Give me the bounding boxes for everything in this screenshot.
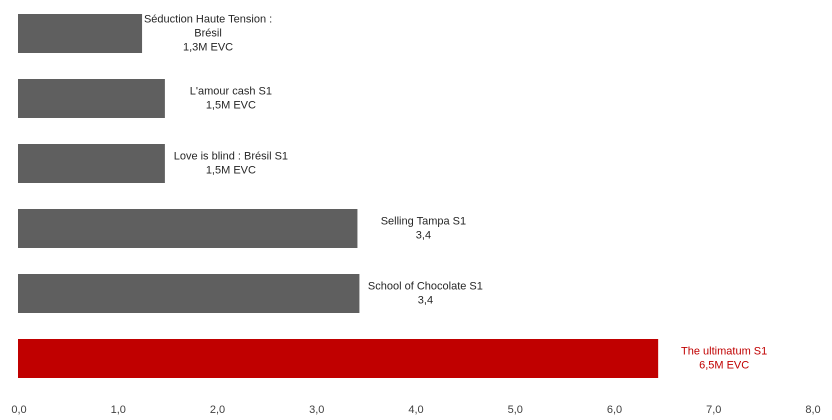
- bar-data-label-line: Selling Tampa S1: [381, 215, 466, 227]
- bar-data-label: Selling Tampa S1 3,4: [381, 215, 466, 241]
- bar-data-label-line: 1,5M EVC: [206, 164, 256, 176]
- bar-data-label-line: 3,4: [418, 294, 433, 306]
- bar: [18, 209, 358, 248]
- bar-labels-layer: Séduction Haute Tension : Brésil 1,3M EVC L…: [144, 13, 767, 371]
- bar-data-label-line: Brésil: [194, 27, 222, 39]
- bar-data-label-line: 1,5M EVC: [206, 99, 256, 111]
- x-tick-label: 4,0: [408, 404, 423, 416]
- x-axis-tick-labels: 0,0 1,0 2,0 3,0 4,0 5,0 6,0 7,0 8,0: [11, 404, 820, 416]
- x-tick-label: 0,0: [11, 404, 26, 416]
- bar-data-label: Love is blind : Brésil S1 1,5M EVC: [174, 150, 288, 176]
- bar-data-label: The ultimatum S1 6,5M EVC: [681, 345, 767, 371]
- bar-data-label: School of Chocolate S1 3,4: [368, 280, 483, 306]
- bar-data-label-line: Séduction Haute Tension :: [144, 13, 272, 25]
- bars-layer: [18, 14, 659, 378]
- bar-data-label-line: 6,5M EVC: [699, 359, 749, 371]
- x-tick-label: 8,0: [805, 404, 820, 416]
- x-tick-label: 1,0: [111, 404, 126, 416]
- bar: [18, 339, 659, 378]
- x-tick-label: 5,0: [508, 404, 523, 416]
- bar-data-label-line: 1,3M EVC: [183, 41, 233, 53]
- bar: [18, 274, 360, 313]
- bar-data-label: Séduction Haute Tension : Brésil 1,3M EVC: [144, 13, 272, 53]
- x-tick-label: 2,0: [210, 404, 225, 416]
- bar: [18, 14, 143, 53]
- bar-data-label-line: The ultimatum S1: [681, 345, 767, 357]
- bar: [18, 144, 165, 183]
- bar-data-label: L'amour cash S1 1,5M EVC: [190, 85, 272, 111]
- x-tick-label: 7,0: [706, 404, 721, 416]
- bar-data-label-line: 3,4: [416, 229, 431, 241]
- bar-data-label-line: Love is blind : Brésil S1: [174, 150, 288, 162]
- bar: [18, 79, 165, 118]
- x-tick-label: 3,0: [309, 404, 324, 416]
- x-tick-label: 6,0: [607, 404, 622, 416]
- bar-data-label-line: School of Chocolate S1: [368, 280, 483, 292]
- bar-data-label-line: L'amour cash S1: [190, 85, 272, 97]
